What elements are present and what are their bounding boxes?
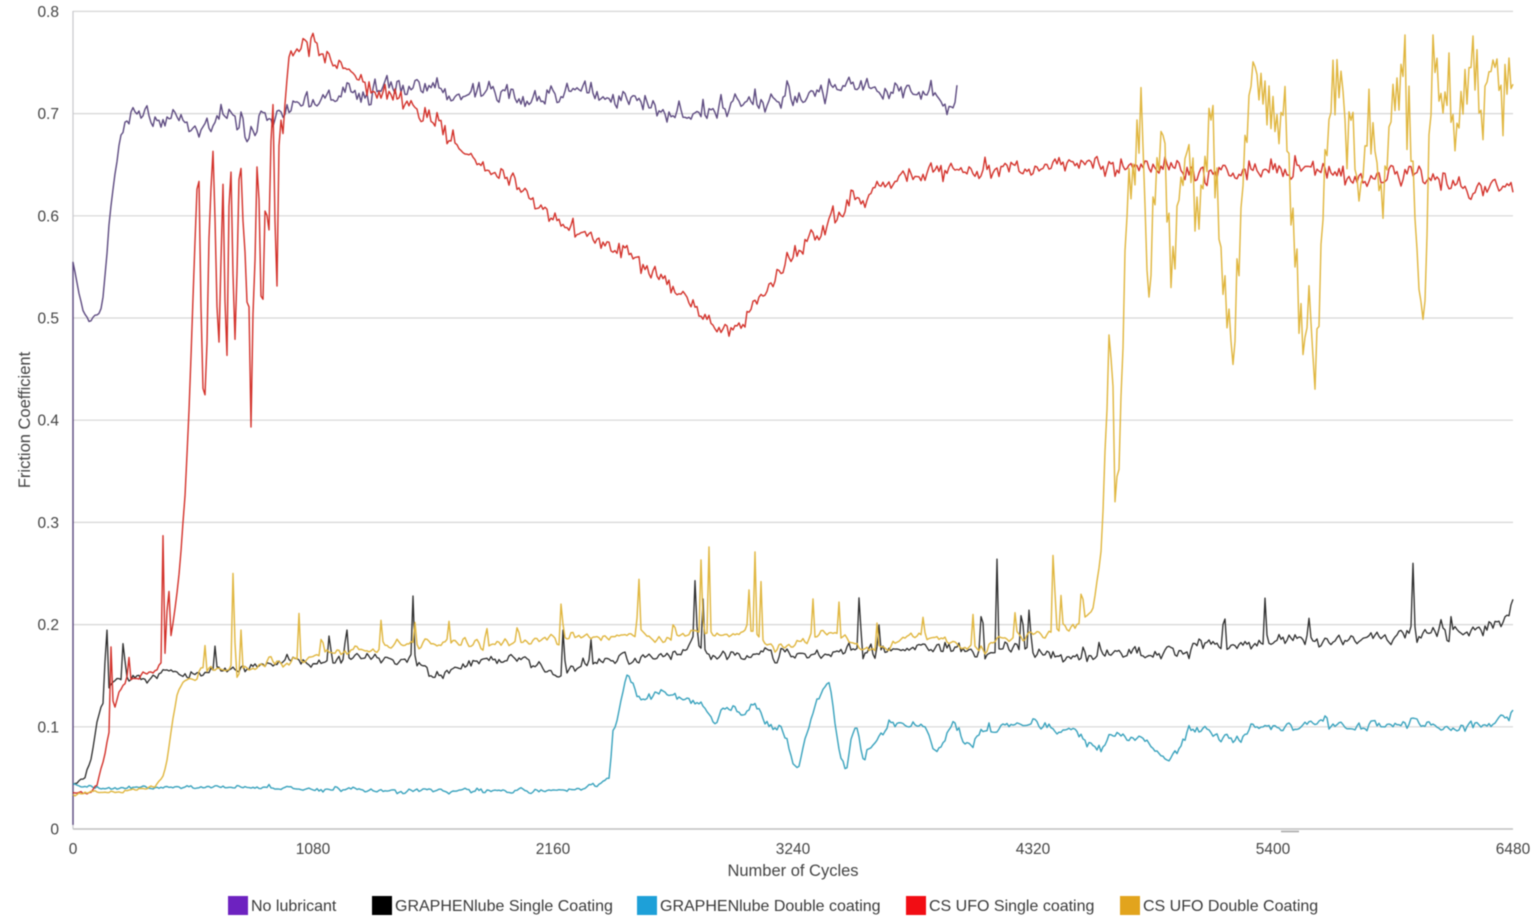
svg-text:1080: 1080 [296, 841, 331, 858]
svg-text:0.6: 0.6 [37, 208, 59, 225]
svg-text:0.4: 0.4 [37, 413, 59, 430]
svg-text:3240: 3240 [776, 841, 811, 858]
svg-text:GRAPHENlube Double coating: GRAPHENlube Double coating [660, 898, 881, 915]
svg-text:Number of Cycles: Number of Cycles [727, 862, 858, 880]
svg-text:0.2: 0.2 [37, 617, 59, 634]
svg-text:4320: 4320 [1016, 841, 1051, 858]
svg-text:5400: 5400 [1256, 841, 1291, 858]
svg-text:0.7: 0.7 [37, 106, 59, 123]
svg-text:0.1: 0.1 [37, 719, 59, 736]
svg-text:0: 0 [50, 822, 59, 839]
svg-text:6480: 6480 [1496, 841, 1531, 858]
svg-text:No lubricant: No lubricant [251, 898, 337, 915]
svg-text:2160: 2160 [536, 841, 571, 858]
svg-text:GRAPHENlube Single Coating: GRAPHENlube Single Coating [395, 898, 613, 915]
svg-text:0.5: 0.5 [37, 311, 59, 328]
svg-text:0: 0 [69, 841, 78, 858]
svg-text:CS UFO Double Coating: CS UFO Double Coating [1143, 898, 1318, 915]
svg-text:0.3: 0.3 [37, 515, 59, 532]
svg-text:CS UFO Single coating: CS UFO Single coating [929, 898, 1094, 915]
svg-text:0.8: 0.8 [37, 4, 59, 21]
svg-text:Friction Coefficient: Friction Coefficient [16, 351, 34, 488]
